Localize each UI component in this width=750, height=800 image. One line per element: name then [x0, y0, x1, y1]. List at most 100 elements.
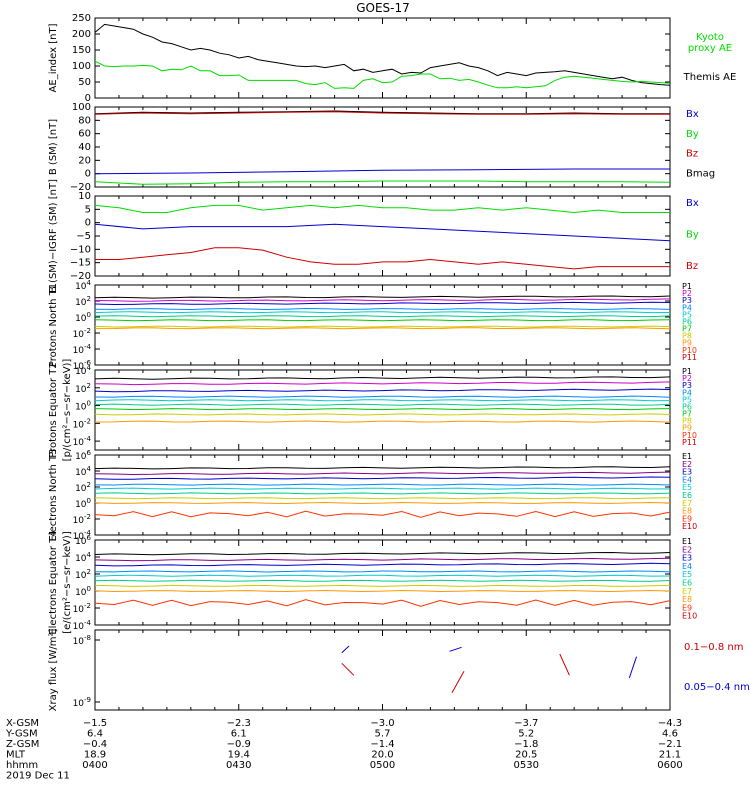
y-tick-label: 10-2 — [73, 417, 91, 430]
x-row-label: Z-GSM — [6, 739, 39, 750]
y-tick-label: 100 — [72, 61, 91, 72]
series-bx — [94, 223, 671, 242]
y-tick-label: −20 — [70, 271, 91, 282]
xray-segment — [341, 645, 350, 654]
panel-2: B (SM) [nT] 100 80 60 40 20 0 −20 Bx By Bz Bmag — [48, 102, 715, 193]
legend-e5: E5 — [682, 483, 692, 492]
legend-e6: E6 — [682, 579, 692, 588]
series-bz — [94, 111, 670, 115]
figure-title: GOES-17 — [356, 1, 410, 15]
legend-bx: Bx — [686, 109, 699, 120]
y-tick-label: 104 — [75, 465, 91, 478]
x-row-value: −1.5 — [83, 718, 107, 729]
legend-p1: P1 — [682, 367, 692, 376]
y-tick-label: 100 — [75, 311, 91, 324]
legend-xray-long: 0.1−0.8 nm — [684, 642, 743, 653]
legend-e1: E1 — [682, 452, 692, 461]
y-tick-label: 100 — [75, 585, 91, 598]
y-tick-label: −20 — [70, 182, 91, 193]
y-tick-label: −10 — [70, 244, 91, 255]
legend-e7: E7 — [682, 499, 692, 508]
x-row-value: 0530 — [514, 760, 539, 771]
date-label: 2019 Dec 11 — [6, 771, 70, 782]
legend-e2: E2 — [682, 460, 692, 469]
series-p7 — [94, 319, 671, 322]
x-row-value: 5.2 — [518, 729, 534, 740]
y-tick-label: 106 — [75, 449, 91, 462]
panel-5: Protons Equator T2 [p/(cm²−s−sr−keV)] 1041… — [48, 359, 697, 462]
y-tick-label: 40 — [78, 142, 91, 153]
series-e4 — [94, 570, 671, 573]
series-e3 — [94, 476, 671, 480]
plot-frame — [94, 17, 671, 99]
y-axis-label: Protons North T1 — [48, 283, 59, 367]
y-tick-label: 0 — [85, 218, 91, 229]
y-tick-label: 102 — [75, 295, 91, 308]
legend-e6: E6 — [682, 491, 692, 500]
series-e1 — [94, 551, 671, 556]
y-tick-label: 102 — [75, 382, 91, 395]
legend-bx: Bx — [686, 198, 699, 209]
series-by — [94, 180, 671, 185]
y-tick-label: 100 — [75, 400, 91, 413]
y-tick-label: 60 — [78, 129, 91, 140]
y-tick-label: 80 — [78, 115, 91, 126]
panel-6: Electrons North T3 106 104 102 100 10-2 10-4 E1… — [48, 448, 697, 542]
y-tick-label: 10-2 — [73, 602, 91, 615]
series-p9 — [94, 420, 671, 423]
legend-p2: P2 — [682, 374, 692, 383]
x-row-value: 0600 — [657, 760, 682, 771]
series-e9 — [94, 599, 671, 607]
y-tick-label: 10-6 — [73, 359, 92, 372]
y-tick-label: 10-4 — [73, 435, 92, 448]
legend-bz: Bz — [686, 261, 698, 272]
legend-p7: P7 — [682, 410, 692, 419]
y-axis-label: AE_index [nT] — [48, 23, 59, 92]
legend-e3: E3 — [682, 468, 692, 477]
legend-e9: E9 — [682, 603, 692, 612]
y-tick-label: 200 — [72, 29, 91, 40]
series-p3 — [94, 388, 671, 393]
y-tick-label: 10-8 — [73, 634, 91, 647]
y-tick-label: 104 — [75, 364, 91, 377]
y-tick-label: 102 — [75, 481, 91, 494]
x-row-value: −1.8 — [514, 739, 538, 750]
x-row-value: −0.4 — [83, 739, 107, 750]
y-axis-units: [p/(cm²−s−sr−keV)] — [62, 359, 73, 462]
x-row-value: 18.9 — [84, 750, 106, 761]
y-axis-label: Electrons Equator T4 — [48, 530, 59, 634]
x-row-label: Y-GSM — [5, 729, 38, 740]
series-e6 — [94, 492, 671, 495]
series-by — [94, 204, 670, 214]
legend-p3: P3 — [682, 381, 692, 390]
x-row-value: 4.6 — [662, 729, 678, 740]
x-row-value: −0.9 — [227, 739, 251, 750]
series-kyoto-proxy-ae — [94, 60, 671, 89]
legend-p11: P11 — [682, 438, 697, 447]
legend-p6: P6 — [682, 317, 692, 326]
y-tick-label: 5 — [85, 204, 91, 215]
y-tick-label: 10-4 — [73, 619, 92, 632]
legend-e3: E3 — [682, 554, 692, 563]
series-p6 — [94, 403, 671, 406]
x-row-value: −2.3 — [227, 718, 251, 729]
legend-p2: P2 — [682, 289, 692, 298]
y-axis-label: Protons Equator T2 — [48, 362, 59, 458]
series-p8 — [94, 325, 671, 328]
y-tick-label: 50 — [78, 77, 91, 88]
x-row-value: 0400 — [82, 760, 107, 771]
series-themis-ae — [94, 23, 671, 86]
legend-e5: E5 — [682, 570, 692, 579]
legend-e7: E7 — [682, 587, 692, 596]
legend-p5: P5 — [682, 395, 692, 404]
series-p8 — [94, 413, 671, 416]
series-p1 — [94, 376, 671, 380]
series-p7 — [94, 408, 671, 411]
x-row-value: −4.3 — [658, 718, 682, 729]
legend-e2: E2 — [682, 545, 692, 554]
x-row-value: 6.1 — [231, 729, 247, 740]
panel-7: Electrons Equator T4 [e/(cm²−s−sr−keV)] 10… — [48, 530, 697, 634]
y-tick-label: 104 — [75, 279, 91, 292]
y-tick-label: 150 — [72, 45, 91, 56]
